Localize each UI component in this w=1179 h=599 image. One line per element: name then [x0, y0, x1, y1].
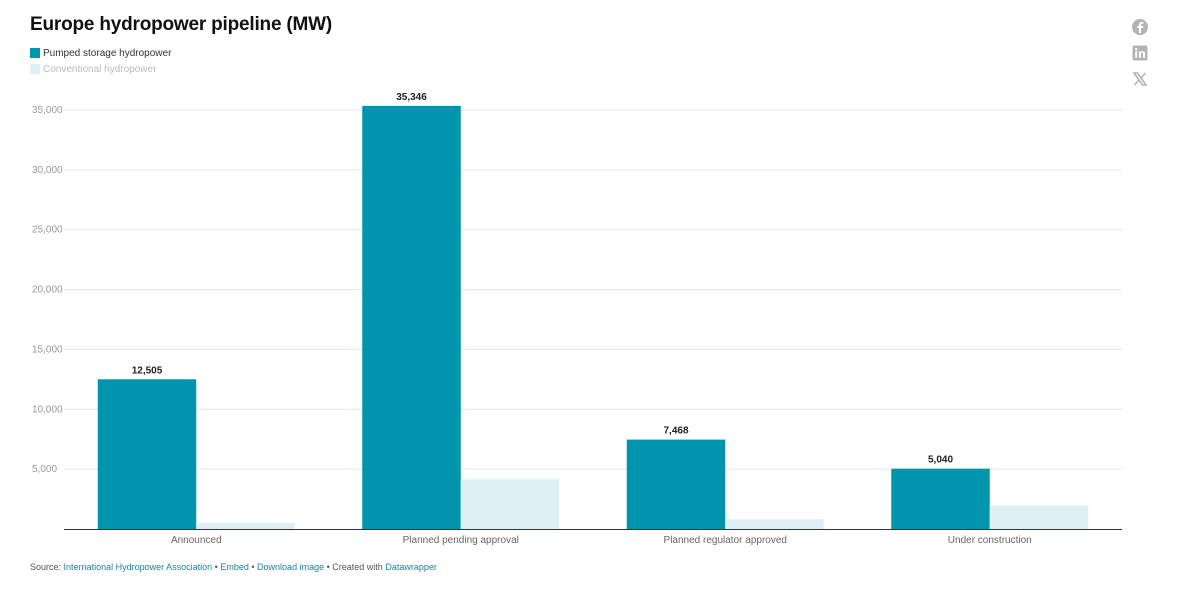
x-category-label: Announced — [171, 535, 222, 546]
data-label: 5,040 — [928, 455, 953, 466]
footer-separator: • — [326, 562, 330, 572]
data-label: 7,468 — [663, 426, 688, 437]
facebook-icon[interactable] — [1131, 18, 1149, 36]
embed-link[interactable]: Embed — [220, 562, 249, 572]
x-category-label: Planned regulator approved — [664, 535, 787, 546]
legend-swatch-pumped-storage — [30, 48, 40, 58]
bar-pumped-storage — [362, 105, 461, 530]
legend-item-conventional: Conventional hydropower — [30, 61, 171, 77]
x-category-label: Planned pending approval — [403, 535, 519, 546]
bar-conventional — [460, 479, 560, 529]
y-tick-label: 15,000 — [32, 344, 63, 355]
footer-separator: • — [214, 562, 218, 572]
download-image-link[interactable]: Download image — [257, 562, 325, 572]
linkedin-icon[interactable] — [1131, 44, 1149, 62]
legend-item-pumped-storage: Pumped storage hydropower — [30, 45, 171, 61]
y-tick-label: 30,000 — [32, 165, 63, 176]
share-buttons — [1131, 18, 1149, 96]
bar-conventional — [196, 522, 295, 529]
bar-pumped-storage — [626, 439, 726, 529]
y-tick-label: 20,000 — [32, 285, 63, 296]
bar-pumped-storage — [891, 468, 990, 529]
y-tick-label: 10,000 — [32, 404, 63, 415]
y-tick-label: 5,000 — [32, 464, 57, 475]
legend-label-conventional: Conventional hydropower — [43, 63, 157, 75]
created-with-prefix: Created with — [332, 562, 383, 572]
x-category-label: Under construction — [948, 535, 1032, 546]
bar-conventional — [989, 505, 1089, 529]
bar-conventional — [725, 519, 824, 529]
legend: Pumped storage hydropower Conventional h… — [30, 45, 171, 77]
legend-swatch-conventional — [30, 64, 40, 74]
bar-pumped-storage — [97, 379, 197, 529]
footer: Source: International Hydropower Associa… — [30, 562, 437, 572]
source-link[interactable]: International Hydropower Association — [63, 562, 213, 572]
y-tick-label: 25,000 — [32, 225, 63, 236]
footer-separator: • — [251, 562, 255, 572]
data-label: 12,505 — [132, 365, 163, 376]
datawrapper-link[interactable]: Datawrapper — [385, 562, 437, 572]
source-prefix: Source: — [30, 562, 62, 572]
x-icon[interactable] — [1131, 70, 1149, 88]
y-tick-label: 35,000 — [32, 105, 63, 116]
data-label: 35,346 — [396, 92, 427, 103]
legend-label-pumped-storage: Pumped storage hydropower — [43, 47, 172, 59]
chart-title: Europe hydropower pipeline (MW) — [30, 14, 333, 35]
